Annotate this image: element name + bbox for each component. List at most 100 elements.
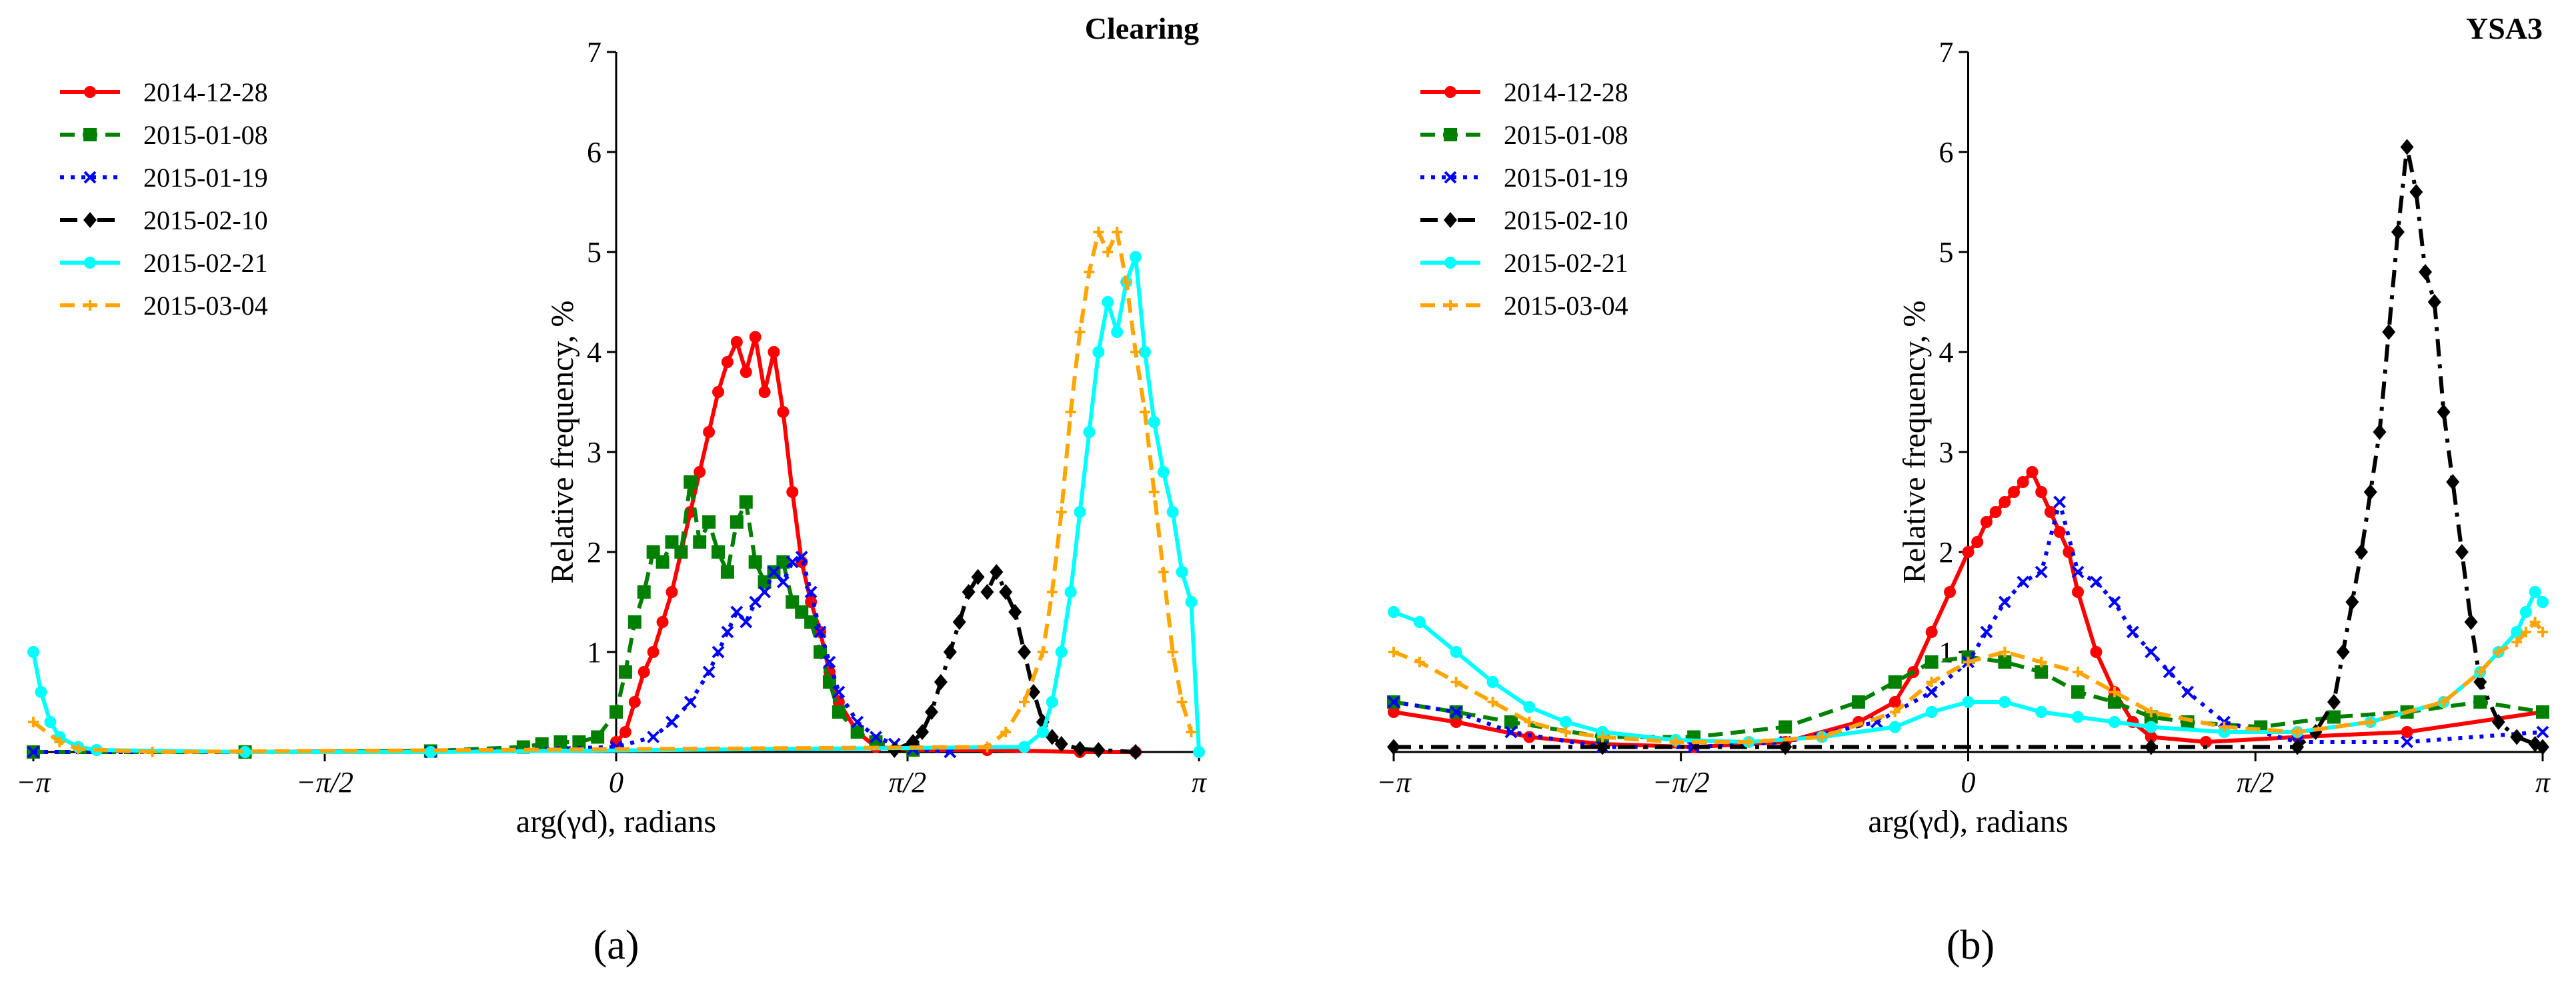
chart1-series-3-point-23: [2491, 714, 2505, 730]
chart0-series-1-point-6: [572, 735, 586, 749]
chart0-series-3-point-11: [999, 584, 1013, 600]
chart1-legend-marker-0: [1444, 86, 1456, 98]
chart0-series-4-point-17: [1111, 326, 1124, 338]
chart1-series-1-point-7: [1888, 675, 1902, 689]
chart0-series-0-point-18: [777, 406, 790, 418]
chart0-series-5-point-8: [1046, 587, 1058, 597]
chart1-series-2-point-20: [2181, 685, 2194, 699]
chart1-series-5-point-6: [1597, 731, 1608, 743]
chart1-series-2-point-19: [2163, 665, 2176, 679]
chart1-xlabel: arg(γd), radians: [1868, 804, 2068, 839]
chart0-series-2-point-15: [786, 555, 799, 569]
chart1-series-3-point-1: [1596, 739, 1610, 755]
chart1-series-0-point-1: [1450, 716, 1462, 728]
chart1-series-3-point-10: [2363, 484, 2377, 500]
chart1-series-3-point-16: [2419, 264, 2433, 280]
chart0-series-3-point-19: [1092, 742, 1106, 758]
chart0-series-5-point-7: [1037, 647, 1048, 657]
chart1-series-4-point-13: [1999, 696, 2011, 708]
chart0-series-4-point-24: [1176, 566, 1188, 578]
chart0-series-2-point-21: [851, 715, 864, 729]
chart1-series-2-point-0: [1387, 695, 1400, 709]
chart1-legend-marker-1: [1444, 128, 1457, 141]
chart0-series-1-point-19: [712, 545, 726, 559]
chart0-series-1-point-26: [776, 555, 790, 569]
chart0-series-3-point-3: [924, 704, 938, 720]
chart0-series-3-point-14: [1026, 684, 1040, 700]
chart0-series-0-point-13: [730, 336, 743, 348]
chart1-series-5-point-8: [1743, 737, 1754, 747]
chart0-series-1-point-11: [637, 585, 651, 599]
chart0-series-2-point-9: [730, 605, 744, 619]
chart0-legend-label-0: 2014-12-28: [143, 77, 268, 107]
chart0-series-line-2: [33, 555, 951, 754]
chart1-series-4-point-16: [2108, 716, 2121, 728]
chart1-series-0-point-20: [2044, 506, 2057, 518]
chart1-series-5-point-1: [1414, 657, 1425, 667]
chart0-series-3-point-2: [916, 724, 930, 740]
chart0-series-4-point-16: [1102, 296, 1114, 308]
chart0-series-4-point-13: [1074, 506, 1086, 518]
chart0-series-5-point-5: [1000, 727, 1012, 737]
chart1-series-5-point-7: [1670, 737, 1681, 747]
chart1-series-0-point-16: [2008, 486, 2021, 498]
chart0-series-3-point-17: [1054, 736, 1068, 752]
chart1-series-0-point-12: [1971, 536, 1984, 548]
chart0-series-5-point-2: [73, 743, 84, 755]
chart1-x-tick-label-4: π: [2535, 766, 2551, 799]
chart0-series-line-1: [33, 480, 914, 754]
chart0-series-2-point-6: [702, 665, 716, 679]
chart1-series-5-point-0: [1388, 647, 1399, 657]
chart1-series-0-point-21: [2053, 526, 2066, 538]
chart1-series-0-point-27: [2145, 731, 2157, 743]
chart1-series-3-point-11: [2373, 424, 2387, 440]
chart0-y-tick-label-4: 5: [587, 236, 601, 269]
chart0-series-1-point-18: [702, 515, 716, 529]
chart0-series-4-point-21: [1148, 416, 1160, 428]
chart1-series-3-point-14: [2400, 139, 2414, 155]
chart0-series-0-point-9: [694, 466, 706, 478]
chart0-series-3-point-6: [952, 614, 966, 630]
chart0-series-4-point-9: [1036, 726, 1049, 738]
chart0-series-2-point-13: [768, 565, 780, 579]
chart1-series-4-point-15: [2072, 711, 2085, 723]
chart0-series-4-point-1: [35, 686, 47, 698]
chart0-series-1-point-30: [814, 645, 828, 659]
chart1-y-tick-label-3: 4: [1939, 336, 1954, 369]
chart1-series-3-point-20: [2455, 544, 2469, 560]
chart0-ylabel: Relative frequency, %: [545, 301, 580, 584]
chart0-series-3-point-13: [1018, 644, 1032, 660]
chart1-series-0-point-23: [2072, 586, 2085, 598]
chart1-series-4-point-4: [1523, 701, 1536, 713]
chart0-legend-marker-4: [84, 257, 96, 269]
chart0-series-5-point-0: [28, 717, 39, 727]
chart1-series-5-point-2: [1450, 677, 1462, 687]
chart0-series-4-point-10: [1046, 696, 1058, 708]
chart1-series-5-point-20: [2365, 717, 2376, 727]
chart0-legend-marker-1: [83, 128, 97, 141]
chart1-series-0-point-28: [2199, 736, 2212, 748]
chart1-series-3-point-13: [2391, 224, 2405, 240]
chart1-series-5-point-25: [2520, 627, 2531, 637]
chart0-series-line-5: [32, 230, 1194, 754]
chart0-series-4-point-11: [1055, 646, 1068, 658]
chart0-series-0-point-4: [647, 646, 660, 658]
chart1-series-2-point-24: [2536, 725, 2549, 739]
chart1-series-3-point-7: [2336, 644, 2350, 660]
chart0-series-1-point-23: [748, 555, 762, 569]
chart1-series-5-point-9: [1816, 731, 1828, 743]
chart0-series-line-3: [894, 570, 1136, 754]
chart0-series-2-point-10: [740, 615, 753, 629]
chart0-series-1-point-8: [609, 705, 623, 719]
chart0-series-3-point-9: [980, 584, 994, 600]
chart1-series-0-point-24: [2090, 646, 2103, 658]
chart1-series-5-point-24: [2511, 637, 2523, 647]
chart0-series-1-point-32: [832, 705, 846, 719]
chart1-legend-label-5: 2015-03-04: [1504, 291, 1628, 321]
chart0-legend-label-3: 2015-02-10: [143, 205, 268, 235]
chart1-series-2-point-14: [2071, 565, 2085, 579]
chart0-series-1-point-22: [739, 495, 753, 509]
chart0-series-2-point-7: [712, 645, 725, 659]
chart1-y-tick-label-6: 7: [1939, 36, 1954, 69]
